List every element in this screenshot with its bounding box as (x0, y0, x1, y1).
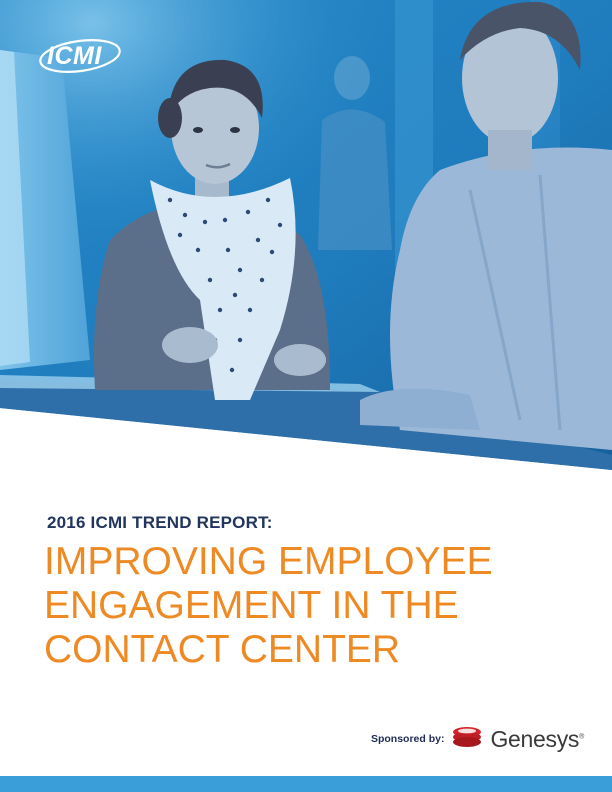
sponsor-label: Sponsored by: (370, 733, 445, 745)
title-line-2: ENGAGEMENT IN THE (44, 584, 459, 627)
sponsor-brand: Genesys® (490, 725, 584, 752)
registered-mark: ® (579, 732, 584, 740)
cover-photo (0, 0, 612, 470)
icmi-logo-icon: ICMI (38, 36, 122, 76)
logo-text: ICMI (47, 42, 102, 70)
title-line-3: CONTACT CENTER (44, 628, 401, 671)
report-kicker: 2016 ICMI TREND REPORT: (47, 513, 273, 532)
sponsor-block: Sponsored by: Genesys® (371, 724, 584, 754)
title-line-1: IMPROVING EMPLOYEE (44, 540, 493, 583)
footer-bar (0, 776, 612, 792)
genesys-logo-icon (451, 725, 483, 754)
report-title: IMPROVING EMPLOYEE ENGAGEMENT IN THE CON… (44, 540, 584, 672)
